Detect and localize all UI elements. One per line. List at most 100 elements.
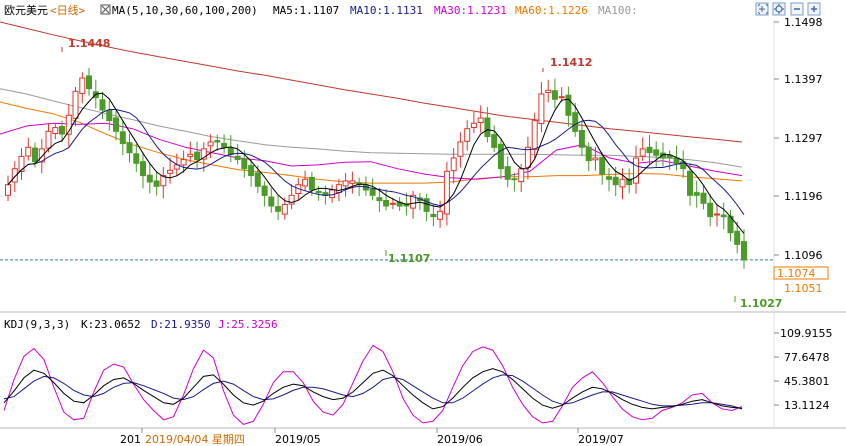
candle-up	[437, 210, 444, 220]
candle-up	[335, 184, 342, 193]
price-tick: 1.1196	[784, 190, 823, 203]
candle-up	[558, 96, 565, 99]
x-axis: 201 2019/04/04 星期四 2019/05 2019/06 2019/…	[120, 428, 624, 446]
candle-down	[275, 206, 282, 212]
ma60-value: MA60:1.1226	[515, 4, 588, 17]
candle-down	[308, 176, 315, 191]
candle-up	[180, 159, 187, 166]
ma5-line	[7, 92, 745, 234]
kdj-tick: 77.6478	[784, 351, 830, 364]
candle-up	[410, 194, 417, 209]
current-price-tag	[773, 266, 829, 280]
candle-down	[268, 196, 275, 207]
candle-up	[200, 148, 207, 160]
price-axis: 1.1498 1.1397 1.1297 1.1196 1.1096	[774, 16, 823, 262]
candle-down	[585, 146, 592, 162]
candle-down	[113, 117, 119, 132]
price-tick: 1.1096	[784, 249, 823, 262]
kdj-axis: 109.9155 77.6478 45.3801 13.1124	[774, 327, 833, 412]
candle-up	[450, 157, 457, 172]
candle-down	[126, 142, 133, 154]
candle-up	[160, 175, 167, 187]
candle-up	[633, 157, 639, 184]
candle-down	[32, 147, 38, 163]
kdj-lines	[3, 344, 743, 425]
candle-down	[734, 230, 741, 245]
candle-up	[342, 180, 349, 187]
ma30-value: MA30:1.1231	[434, 4, 507, 17]
x-tick: 2019/07	[578, 433, 624, 446]
candle-down	[146, 174, 153, 183]
candle-down	[140, 161, 146, 177]
candle-up	[619, 178, 626, 188]
minus-icon[interactable]	[790, 2, 804, 16]
ma100-line-group	[0, 88, 743, 168]
candle-down	[653, 149, 660, 156]
candle-down	[551, 90, 558, 100]
candle-down	[720, 214, 727, 218]
candle-down	[261, 185, 268, 196]
kdj-tick: 13.1124	[784, 399, 830, 412]
candle-down	[606, 176, 612, 180]
candle-down	[59, 126, 65, 135]
candle-down	[626, 178, 633, 186]
symbol-label: 欧元美元	[4, 4, 48, 17]
chart-controls	[755, 2, 821, 16]
candle-down	[241, 158, 248, 170]
ma-params-label: MA(5,10,30,60,100,200)	[112, 4, 258, 17]
candle-down	[565, 94, 572, 116]
candle-down	[693, 192, 700, 196]
candle-up	[5, 184, 11, 196]
candle-down	[248, 165, 255, 177]
candle-up	[288, 194, 295, 205]
candle-down	[680, 161, 687, 170]
candle-up	[389, 202, 396, 205]
price-tags: 1.1074 1.1051	[773, 266, 829, 295]
low-annotation: 1.1027	[740, 297, 782, 310]
annotations: 1.1448 1.1107 1.1412 1.1027	[61, 37, 782, 310]
ma5-value: MA5:1.1107	[273, 4, 339, 17]
ma5-line-group	[7, 92, 745, 234]
expand-icon[interactable]	[755, 2, 769, 16]
kdj-d-line	[3, 374, 743, 410]
period-label: <日线>	[50, 3, 86, 17]
kdj-tick: 45.3801	[784, 375, 830, 388]
x-tick: 2019/06	[437, 433, 483, 446]
candle-down	[214, 140, 221, 143]
candle-up	[545, 89, 552, 94]
settings-icon[interactable]	[772, 2, 786, 16]
crosshair-date: 2019/04/04 星期四	[145, 433, 245, 446]
plus-icon[interactable]	[807, 2, 821, 16]
candle-down	[234, 155, 241, 161]
candle-up	[45, 130, 52, 149]
candle-down	[119, 131, 126, 145]
kdj-label: KDJ(9,3,3)	[4, 318, 70, 331]
low-annotation: 1.1107	[388, 252, 430, 265]
candle-down	[741, 241, 747, 261]
price-header: 欧元美元 <日线> MA(5,10,30,60,100,200) MA5:1.1…	[4, 3, 638, 17]
x-tick-partial: 201	[120, 433, 141, 446]
candle-down	[491, 134, 498, 148]
candle-up	[518, 168, 525, 183]
candle-down	[707, 202, 714, 218]
ma30-line-group	[0, 122, 743, 180]
ma10-line	[7, 109, 745, 215]
candle-down	[572, 112, 579, 132]
x-tick: 2019/05	[275, 433, 321, 446]
candle-down	[133, 153, 140, 164]
kdj-j-line	[3, 344, 743, 425]
candle-up	[531, 120, 538, 150]
candle-down	[504, 166, 511, 180]
candle-up	[302, 178, 309, 187]
candle-up	[470, 122, 477, 129]
candle-up	[592, 157, 599, 161]
candle-up	[349, 180, 356, 184]
candle-up	[25, 146, 32, 157]
price-tick: 1.1297	[784, 132, 823, 145]
candle-down	[687, 170, 693, 196]
candle-up	[79, 77, 86, 94]
candle-down	[666, 154, 673, 159]
ma30-line	[0, 122, 743, 180]
candle-down	[484, 117, 491, 138]
